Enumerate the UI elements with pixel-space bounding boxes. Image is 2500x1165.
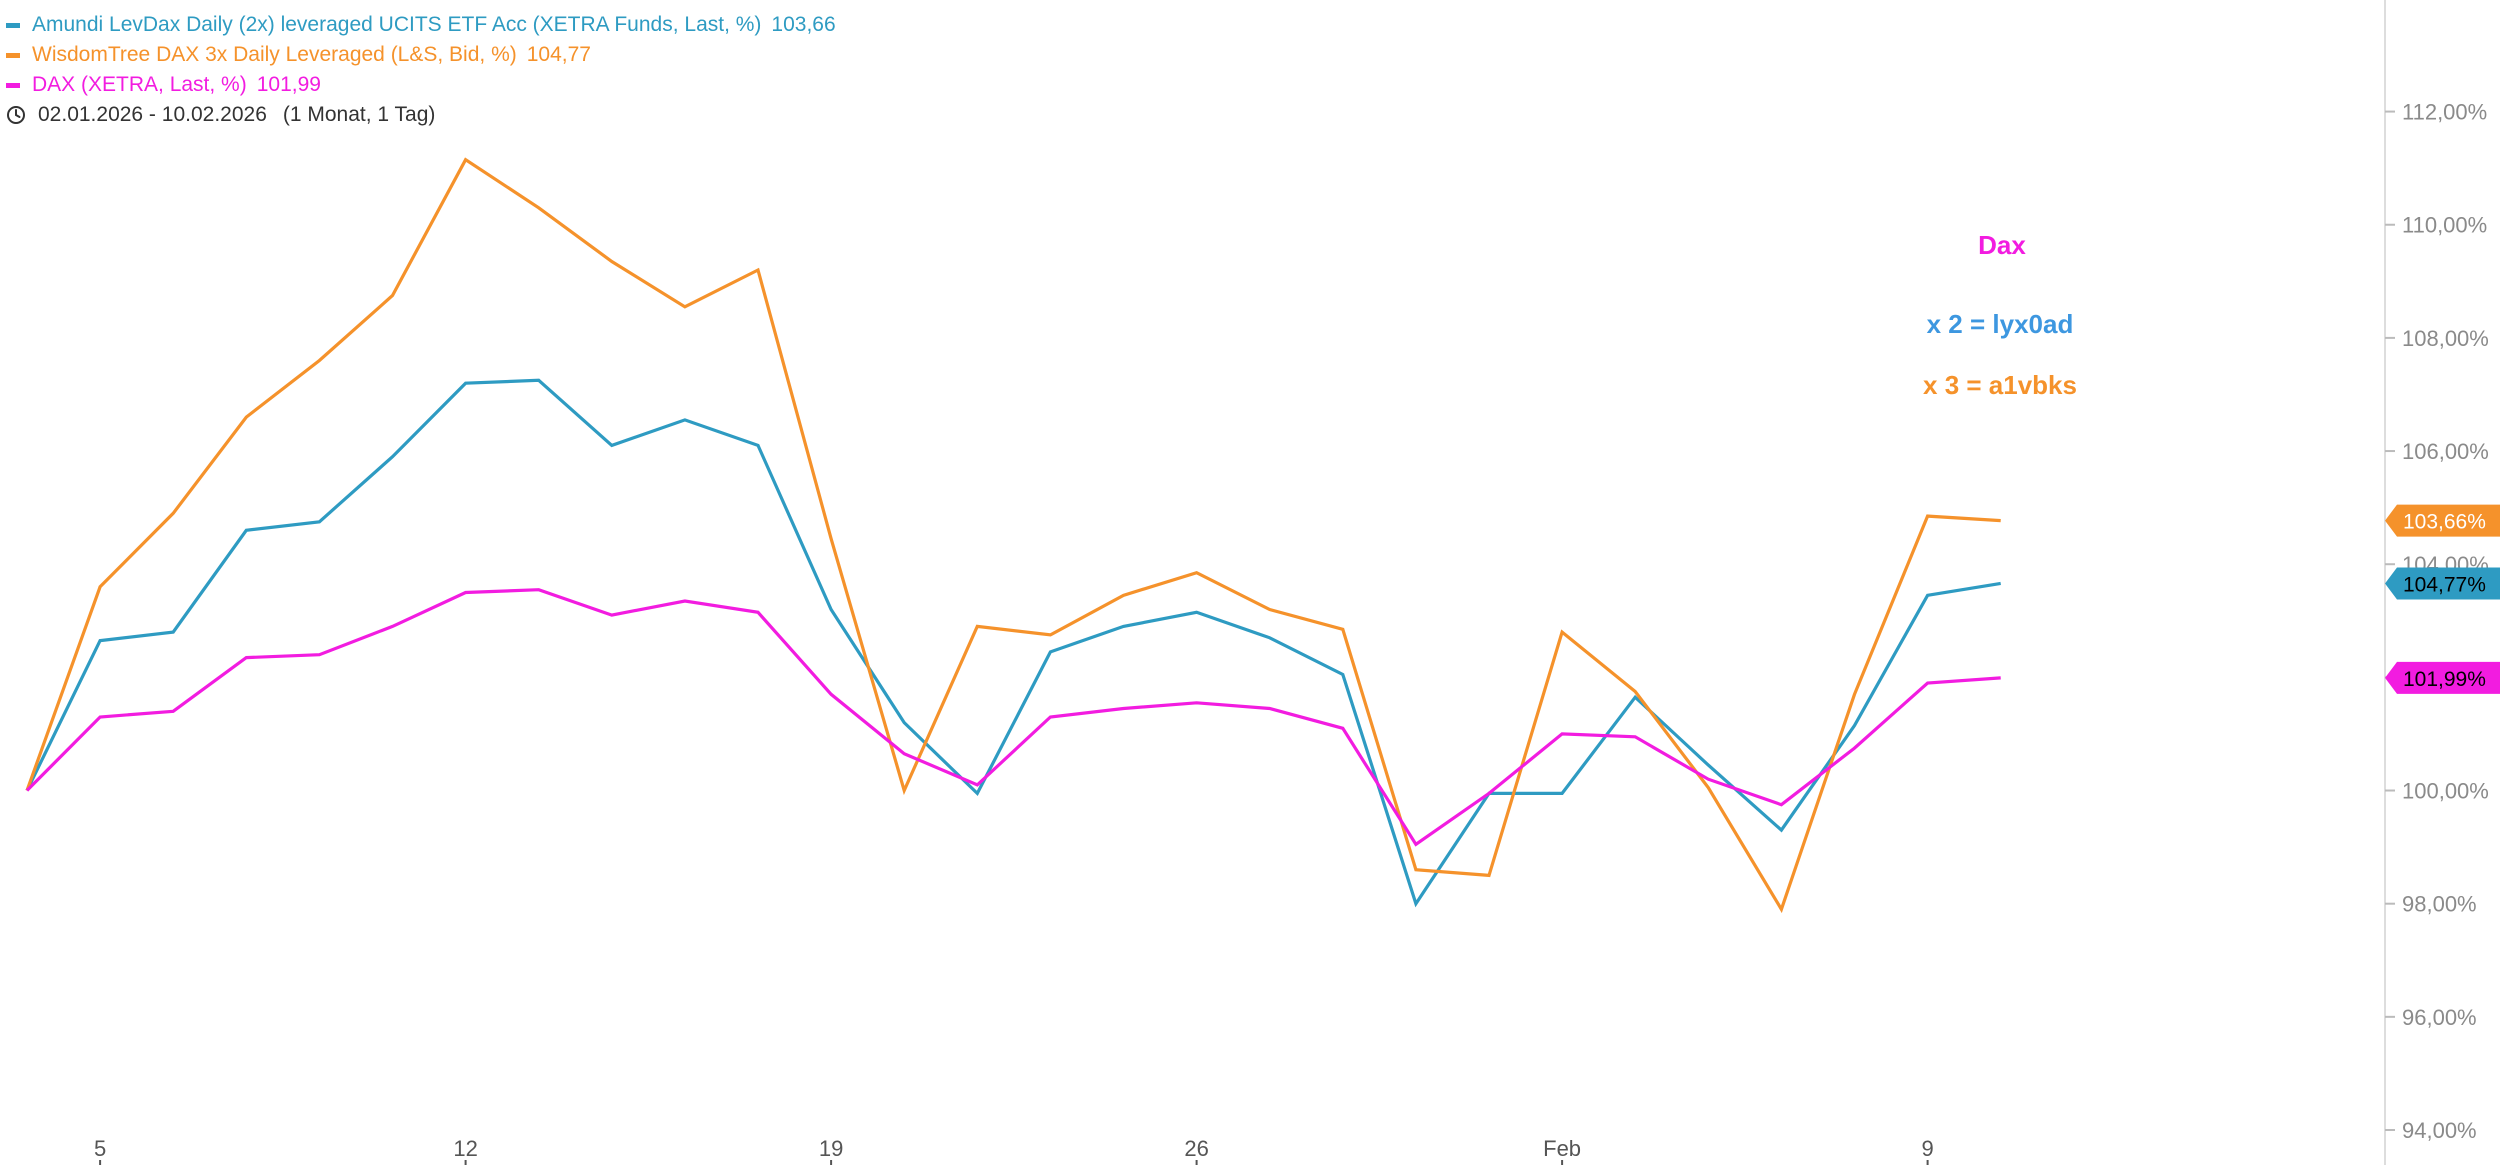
legend-value: 104,77: [526, 43, 591, 66]
x-tick-label: 9: [1921, 1136, 1933, 1161]
end-value-tags: 104,77% 103,66% 101,99%: [2385, 504, 2500, 694]
end-value-tag: [2385, 567, 2500, 600]
period-label: (1 Monat, 1 Tag): [282, 103, 436, 126]
y-tick-label: 98,00%: [2402, 892, 2477, 917]
series-line-2: [25, 588, 2001, 847]
y-tick-label: 112,00%: [2402, 100, 2487, 125]
legend-value: 101,99: [256, 73, 321, 96]
end-value-label: 101,99%: [2403, 668, 2486, 691]
legend-item-amundi[interactable]: Amundi LevDax Daily (2x) leveraged UCITS…: [6, 10, 836, 40]
y-tick-label: 110,00%: [2402, 213, 2487, 238]
x-tick-label: 5: [94, 1136, 106, 1161]
legend-label: WisdomTree DAX 3x Daily Leveraged (L&S, …: [32, 43, 517, 66]
y-tick-label: 96,00%: [2402, 1005, 2477, 1030]
legend-swatch: [6, 22, 20, 28]
legend-label: Amundi LevDax Daily (2x) leveraged UCITS…: [32, 13, 762, 36]
x-tick-label: Feb: [1543, 1136, 1581, 1161]
annotation-x2: x 2 = lyx0ad: [1927, 309, 2074, 339]
end-value-label: 103,66%: [2403, 511, 2486, 534]
legend-swatch: [6, 82, 20, 88]
date-range-row[interactable]: 02.01.2026 - 10.02.2026 (1 Monat, 1 Tag): [6, 100, 836, 130]
legend-swatch: [6, 52, 20, 58]
clock-icon: [7, 106, 25, 124]
y-tick-label: 94,00%: [2402, 1118, 2477, 1143]
legend-item-wisdomtree[interactable]: WisdomTree DAX 3x Daily Leveraged (L&S, …: [6, 40, 836, 70]
y-tick-label: 106,00%: [2402, 439, 2489, 464]
chart-legend: Amundi LevDax Daily (2x) leveraged UCITS…: [6, 10, 836, 130]
series-lines: [25, 157, 2001, 914]
annotation-x3: x 3 = a1vbks: [1923, 370, 2077, 400]
end-value-tag: [2385, 661, 2500, 694]
x-tick-label: 26: [1184, 1136, 1208, 1161]
x-axis: 5 12 19 26 Feb 9: [94, 1136, 1934, 1165]
y-tick-label: 100,00%: [2402, 779, 2489, 804]
legend-item-dax[interactable]: DAX (XETRA, Last, %) 101,99: [6, 70, 836, 100]
y-tick-label: 108,00%: [2402, 326, 2489, 351]
end-value-tag: [2385, 504, 2500, 537]
end-value-label: 104,77%: [2403, 573, 2486, 596]
legend-label: DAX (XETRA, Last, %): [32, 73, 247, 96]
y-axis: 94,00%96,00%98,00%100,00%102,00%104,00%1…: [2385, 100, 2489, 1143]
series-line-1: [25, 157, 2001, 914]
series-line-0: [25, 378, 2001, 908]
x-tick-label: 19: [819, 1136, 843, 1161]
x-tick-label: 12: [453, 1136, 477, 1161]
legend-value: 103,66: [771, 13, 836, 36]
date-range: 02.01.2026 - 10.02.2026: [38, 103, 267, 126]
annotation-title: Dax: [1978, 230, 2026, 260]
